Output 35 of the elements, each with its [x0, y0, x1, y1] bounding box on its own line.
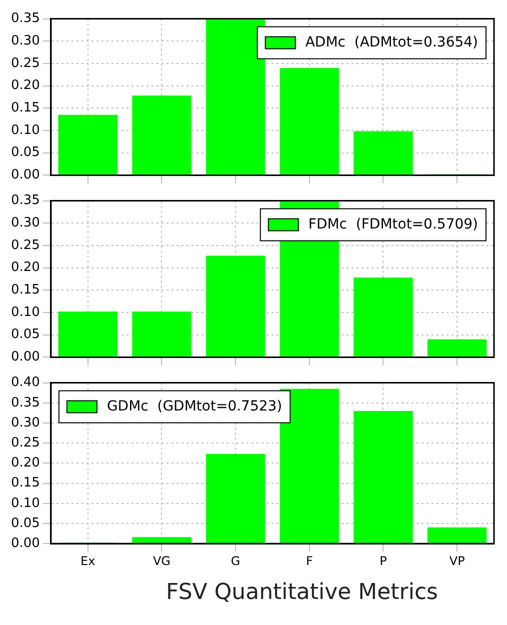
y-tick-label: 0.30 — [10, 34, 40, 49]
y-tick-label: 0.20 — [10, 260, 40, 276]
y-tick-label: 0.35 — [10, 395, 40, 410]
y-tick-label: 0.35 — [10, 193, 40, 208]
y-tick-label: 0.15 — [10, 282, 40, 298]
y-tick-label: 0.40 — [10, 375, 40, 390]
y-tick-label: 0.10 — [10, 304, 40, 320]
y-tick-label: 0.20 — [10, 78, 40, 94]
y-tick-label: 0.05 — [10, 327, 40, 342]
y-tick-label: 0.05 — [10, 145, 40, 160]
y-tick-label: 0.05 — [10, 516, 40, 531]
x-tick-label: G — [230, 554, 240, 568]
y-tick-label: 0.15 — [10, 476, 40, 491]
x-tick-label: VG — [152, 554, 170, 568]
x-tick-label: VP — [449, 554, 465, 568]
legend-label: GDMc (GDMtot=0.7523) — [106, 398, 282, 414]
legend-label: ADMc (ADMtot=0.3654) — [305, 34, 478, 50]
y-tick-label: 0.00 — [10, 536, 40, 551]
legend-label: FDMc (FDMtot=0.5709) — [308, 216, 478, 232]
text: FSV Quantitative Metrics — [165, 580, 439, 605]
y-tick-label: 0.30 — [10, 216, 40, 231]
y-tick-label: 0.15 — [10, 100, 40, 116]
y-tick-label: 0.10 — [10, 122, 40, 138]
y-tick-label: 0.25 — [10, 56, 40, 71]
y-tick-label: 0.25 — [10, 238, 40, 253]
y-tick-label: 0.35 — [10, 11, 40, 26]
x-tick-label: Ex — [80, 554, 96, 568]
y-tick-label: 0.00 — [10, 168, 40, 183]
y-tick-label: 0.20 — [10, 456, 40, 471]
y-tick-label: 0.00 — [10, 350, 40, 365]
x-tick-label: P — [380, 554, 387, 568]
y-tick-label: 0.10 — [10, 496, 40, 511]
y-tick-label: 0.30 — [10, 415, 40, 430]
x-tick-label: F — [306, 554, 313, 568]
y-tick-label: 0.25 — [10, 435, 40, 450]
